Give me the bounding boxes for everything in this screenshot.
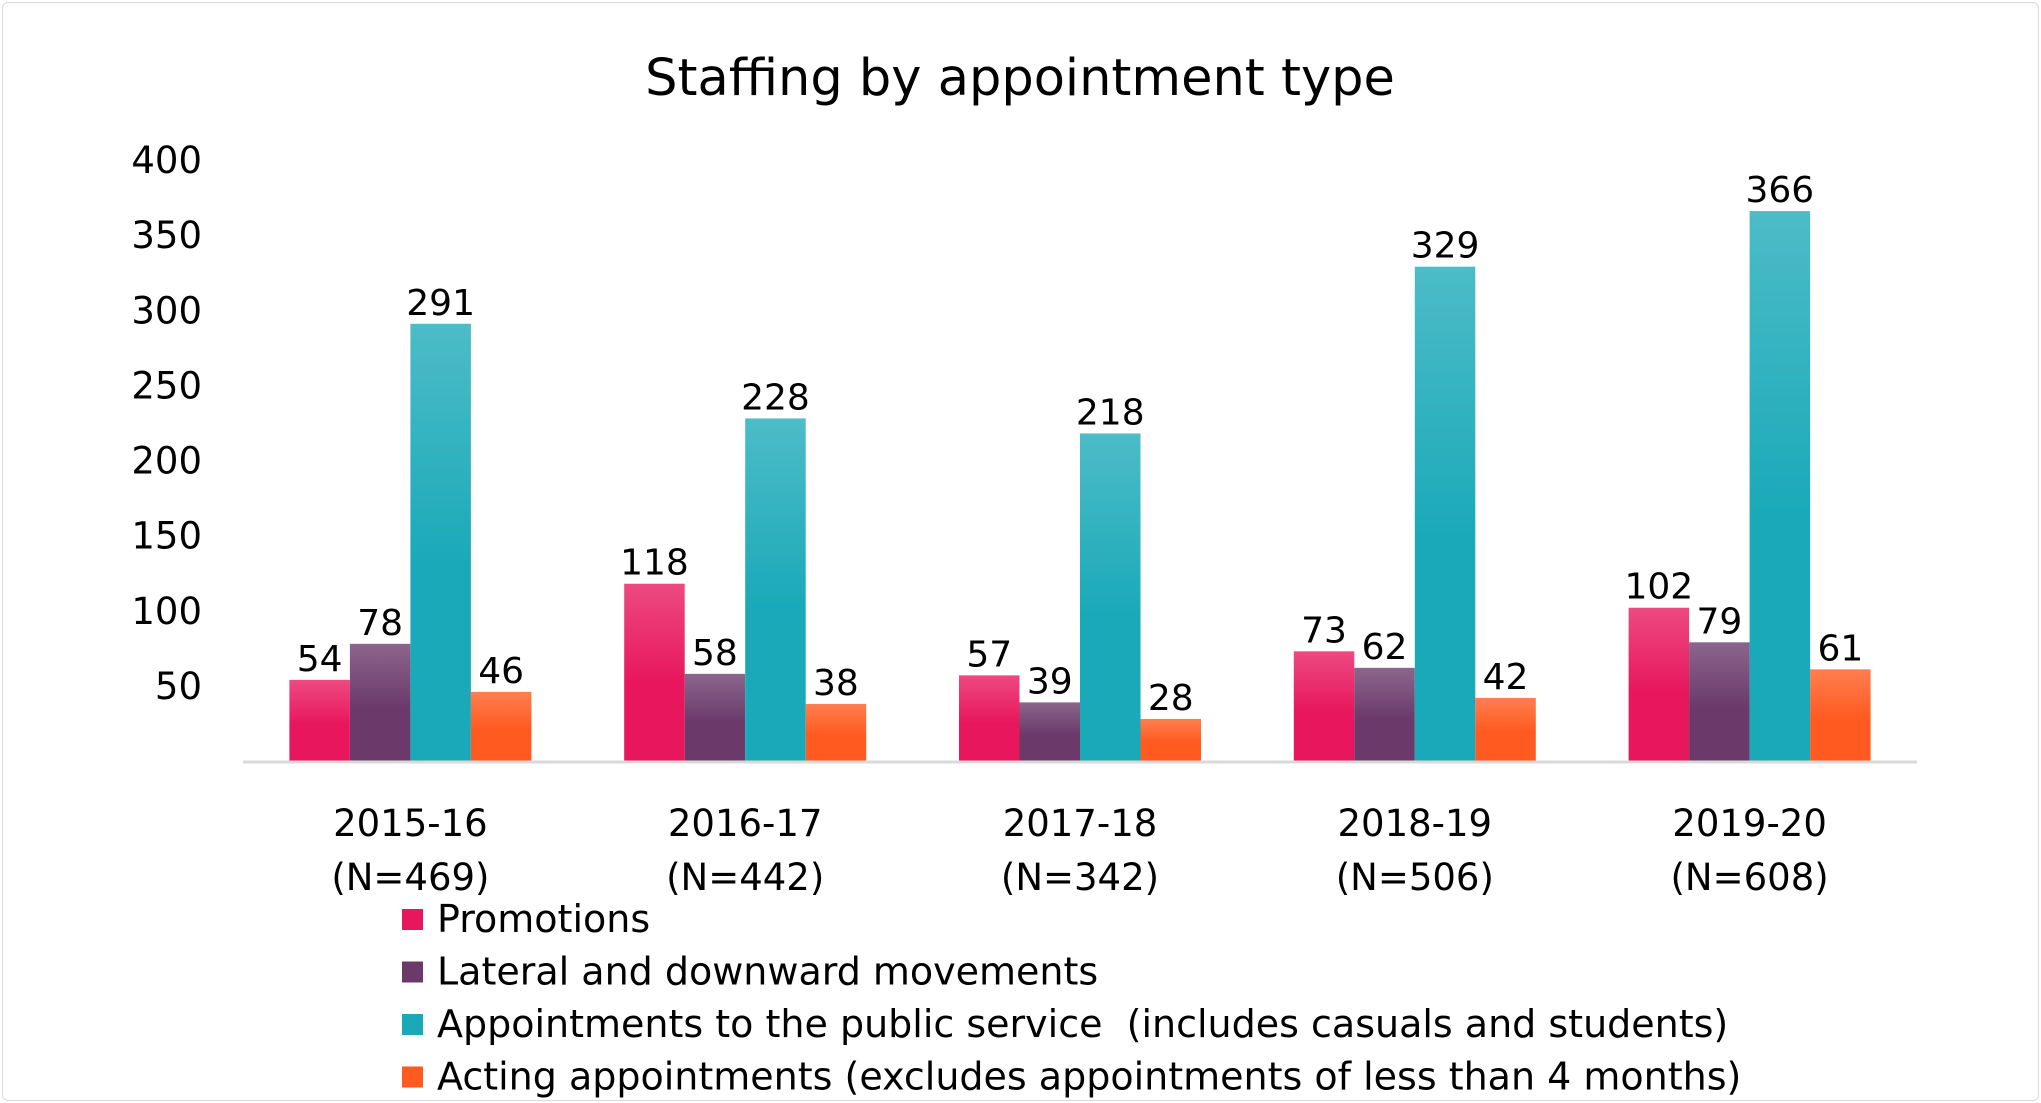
x-tick-label: 2017-18 [1003,802,1158,845]
y-tick-label: 400 [131,139,202,182]
y-tick-label: 300 [131,289,202,332]
bar-promotions-2017-18 [959,675,1020,761]
data-label: 78 [357,603,403,644]
data-label: 291 [406,283,475,324]
y-tick-label: 200 [131,440,202,483]
bar-lateral-and-2019-20 [1689,642,1750,761]
data-label: 73 [1301,610,1347,651]
legend-swatch [402,909,423,930]
x-tick-label: 2015-16 [333,802,488,845]
bar-lateral-and-2017-18 [1019,702,1080,761]
data-label: 38 [813,663,859,704]
data-label: 58 [692,633,738,674]
x-tick-label: 2019-20 [1672,802,1827,845]
chart-title: Staffing by appointment type [645,49,1395,108]
data-label: 54 [297,639,343,680]
legend-item: Promotions [402,897,650,941]
y-tick-label: 250 [131,364,202,407]
bar-lateral-and-2016-17 [684,673,746,761]
legend-swatch [402,961,423,983]
data-label: 61 [1817,628,1863,669]
legend-label: Acting appointments (excludes appointmen… [437,1055,1741,1099]
x-axis: 2015-16 (N=469) 2016-17 (N=442) 2017-18 (N=34… [243,760,1917,899]
data-label: 218 [1076,392,1145,433]
y-tick-label: 150 [131,515,202,558]
plot-area: 54 78 291 46 118 58 228 38 57 39 218 28 73 62 329 42 102… [289,170,1871,761]
data-label: 62 [1362,627,1408,668]
bar-lateral-and-2015-16 [349,643,411,761]
bar-acting-appointments-2017-18 [1140,718,1201,761]
legend-label: Appointments to the public service (incl… [437,1002,1728,1046]
bar-acting-appointments-2015-16 [470,691,532,761]
data-label: 57 [966,634,1012,675]
legend-item: Appointments to the public service (incl… [402,1002,1728,1046]
data-label: 42 [1483,657,1529,698]
data-label: 46 [478,651,524,692]
bar-promotions-2019-20 [1628,607,1690,761]
x-tick-label: (N=506) [1336,856,1494,899]
y-tick-label: 50 [155,665,202,708]
bar-appointments-to-2015-16 [410,323,471,761]
x-tick-label: 2018-19 [1337,802,1492,845]
legend-swatch [402,1066,423,1088]
data-label: 118 [620,543,689,584]
data-label: 366 [1745,170,1814,211]
bar-appointments-to-2016-17 [745,418,806,761]
legend-item: Acting appointments (excludes appointmen… [402,1055,1741,1099]
bar-acting-appointments-2018-19 [1475,697,1536,761]
bar-appointments-to-2017-18 [1080,433,1141,761]
legend-item: Lateral and downward movements [402,950,1098,994]
legend-label: Promotions [437,897,650,941]
x-tick-label: (N=342) [1001,856,1159,899]
y-axis: 50 100 150 200 250 300 350 400 [131,139,202,708]
x-tick-label: (N=469) [331,856,489,899]
bar-appointments-to-2019-20 [1749,211,1811,761]
legend-label: Lateral and downward movements [437,950,1098,994]
y-tick-label: 350 [131,214,202,257]
bar-acting-appointments-2019-20 [1810,669,1871,761]
data-label: 28 [1148,678,1194,719]
y-tick-label: 100 [131,590,202,633]
bar-promotions-2015-16 [289,679,350,761]
data-label: 329 [1411,226,1480,267]
data-label: 228 [741,377,810,418]
x-tick-label: (N=442) [666,856,824,899]
x-tick-label: 2016-17 [668,802,823,845]
legend: Promotions Lateral and downward movements… [402,897,1741,1099]
bar-acting-appointments-2016-17 [805,703,867,761]
bar-lateral-and-2018-19 [1354,667,1415,761]
data-label: 102 [1624,567,1693,608]
bar-appointments-to-2018-19 [1414,266,1476,761]
bar-promotions-2018-19 [1293,651,1355,761]
bar-promotions-2016-17 [624,583,685,761]
legend-swatch [402,1014,423,1035]
x-tick-label: (N=608) [1671,856,1829,899]
data-label: 39 [1027,661,1073,702]
data-label: 79 [1696,601,1742,642]
